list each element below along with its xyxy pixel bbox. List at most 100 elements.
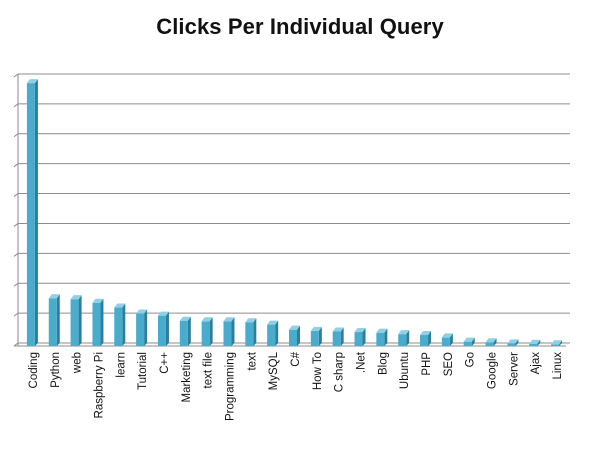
bar-side bbox=[231, 317, 235, 346]
bar-front bbox=[354, 332, 363, 346]
x-tick-label: SEO bbox=[443, 352, 455, 376]
bar-python bbox=[48, 294, 60, 346]
bar-side bbox=[144, 309, 148, 346]
bar-front bbox=[376, 332, 385, 346]
bar-side bbox=[537, 339, 541, 346]
bar-top bbox=[441, 333, 453, 338]
bar-side bbox=[318, 326, 322, 346]
bar-front bbox=[245, 322, 254, 346]
bar-tutorial bbox=[136, 309, 148, 346]
bar-programming bbox=[223, 317, 235, 346]
bar-side bbox=[100, 298, 104, 346]
x-tick-label: Tutorial bbox=[137, 352, 149, 390]
x-tick-label: Blog bbox=[377, 352, 389, 375]
bar-side bbox=[56, 294, 60, 346]
bar-side bbox=[187, 316, 191, 346]
y-axis-tick bbox=[13, 252, 19, 257]
bar-top bbox=[332, 327, 344, 332]
bar-side bbox=[515, 339, 519, 346]
bar-side bbox=[428, 331, 432, 346]
y-axis-tick bbox=[13, 223, 19, 227]
x-tick-label: text file bbox=[203, 352, 215, 388]
x-tick-label: Raspberry Pi bbox=[93, 352, 105, 418]
x-tick-label: Python bbox=[50, 352, 62, 388]
bar-front bbox=[70, 299, 79, 346]
bar-front bbox=[136, 313, 145, 346]
bar-side bbox=[384, 328, 388, 346]
x-tick-label: Server bbox=[508, 352, 520, 386]
bar-side bbox=[209, 317, 213, 346]
bar-learn bbox=[114, 303, 126, 346]
bar-front bbox=[441, 337, 450, 346]
bar-side bbox=[275, 320, 279, 346]
bar-go bbox=[463, 337, 475, 346]
y-axis-tick bbox=[13, 312, 19, 317]
bar-side bbox=[340, 327, 344, 346]
y-axis-tick bbox=[13, 193, 19, 197]
bar-side bbox=[362, 328, 366, 346]
y-axis-tick bbox=[13, 133, 19, 138]
bar-top bbox=[507, 339, 519, 344]
y-axis-tick bbox=[13, 282, 19, 287]
x-tick-label: C# bbox=[290, 351, 302, 366]
bar-side bbox=[493, 338, 497, 346]
bar-google bbox=[485, 338, 497, 346]
x-tick-label: C sharp bbox=[334, 352, 346, 392]
bar-coding bbox=[26, 79, 38, 346]
bar-top bbox=[48, 294, 60, 299]
x-tick-label: .Net bbox=[356, 351, 368, 373]
bar-top bbox=[354, 328, 366, 333]
bar-front bbox=[463, 341, 472, 346]
bar-top bbox=[114, 303, 126, 308]
bar-front bbox=[267, 324, 276, 346]
bar-top bbox=[551, 340, 563, 345]
bar-front bbox=[157, 315, 166, 346]
x-tick-label: Go bbox=[465, 352, 477, 367]
x-tick-label: MySQL bbox=[268, 351, 280, 390]
bar-front bbox=[529, 343, 538, 346]
x-tick-label: Marketing bbox=[181, 352, 193, 403]
bar-linux bbox=[551, 340, 563, 346]
bar-front bbox=[114, 307, 123, 346]
bar-c-sharp bbox=[332, 327, 344, 346]
bar-mysql bbox=[267, 320, 279, 346]
bar-top bbox=[398, 330, 410, 335]
bar-front bbox=[179, 320, 188, 346]
bar-server bbox=[507, 339, 519, 346]
x-tick-label: C++ bbox=[159, 352, 171, 374]
bar-c- bbox=[289, 325, 300, 346]
bar-top bbox=[26, 79, 38, 84]
bar-blog bbox=[376, 328, 388, 346]
x-tick-label: Coding bbox=[28, 352, 40, 388]
bar-top bbox=[485, 338, 497, 343]
bar-top bbox=[529, 339, 541, 344]
bar-front bbox=[201, 321, 210, 346]
x-tick-label: web bbox=[72, 352, 84, 374]
bar-front bbox=[332, 331, 341, 346]
bar-text-file bbox=[201, 317, 213, 346]
bar--net bbox=[354, 328, 366, 346]
x-tick-label: PHP bbox=[421, 352, 433, 376]
x-tick-label: Ajax bbox=[530, 352, 542, 375]
bar-how-to bbox=[310, 326, 322, 346]
bar-front bbox=[223, 321, 232, 346]
bar-side bbox=[449, 333, 453, 346]
bar-top bbox=[310, 326, 322, 331]
bar-top bbox=[289, 325, 300, 330]
x-tick-label: Google bbox=[487, 352, 499, 389]
bar-side bbox=[471, 337, 475, 346]
bar-side bbox=[559, 340, 563, 346]
bar-side bbox=[78, 295, 82, 346]
y-axis-tick bbox=[13, 103, 19, 108]
chart-title: Clicks Per Individual Query bbox=[156, 14, 444, 39]
bar-c- bbox=[157, 311, 169, 346]
bars bbox=[26, 79, 563, 346]
bar-front bbox=[398, 334, 407, 346]
bar-side bbox=[165, 311, 169, 346]
x-tick-label: text bbox=[246, 351, 258, 370]
bar-top bbox=[201, 317, 213, 322]
bar-front bbox=[26, 83, 35, 346]
bar-top bbox=[245, 318, 257, 323]
